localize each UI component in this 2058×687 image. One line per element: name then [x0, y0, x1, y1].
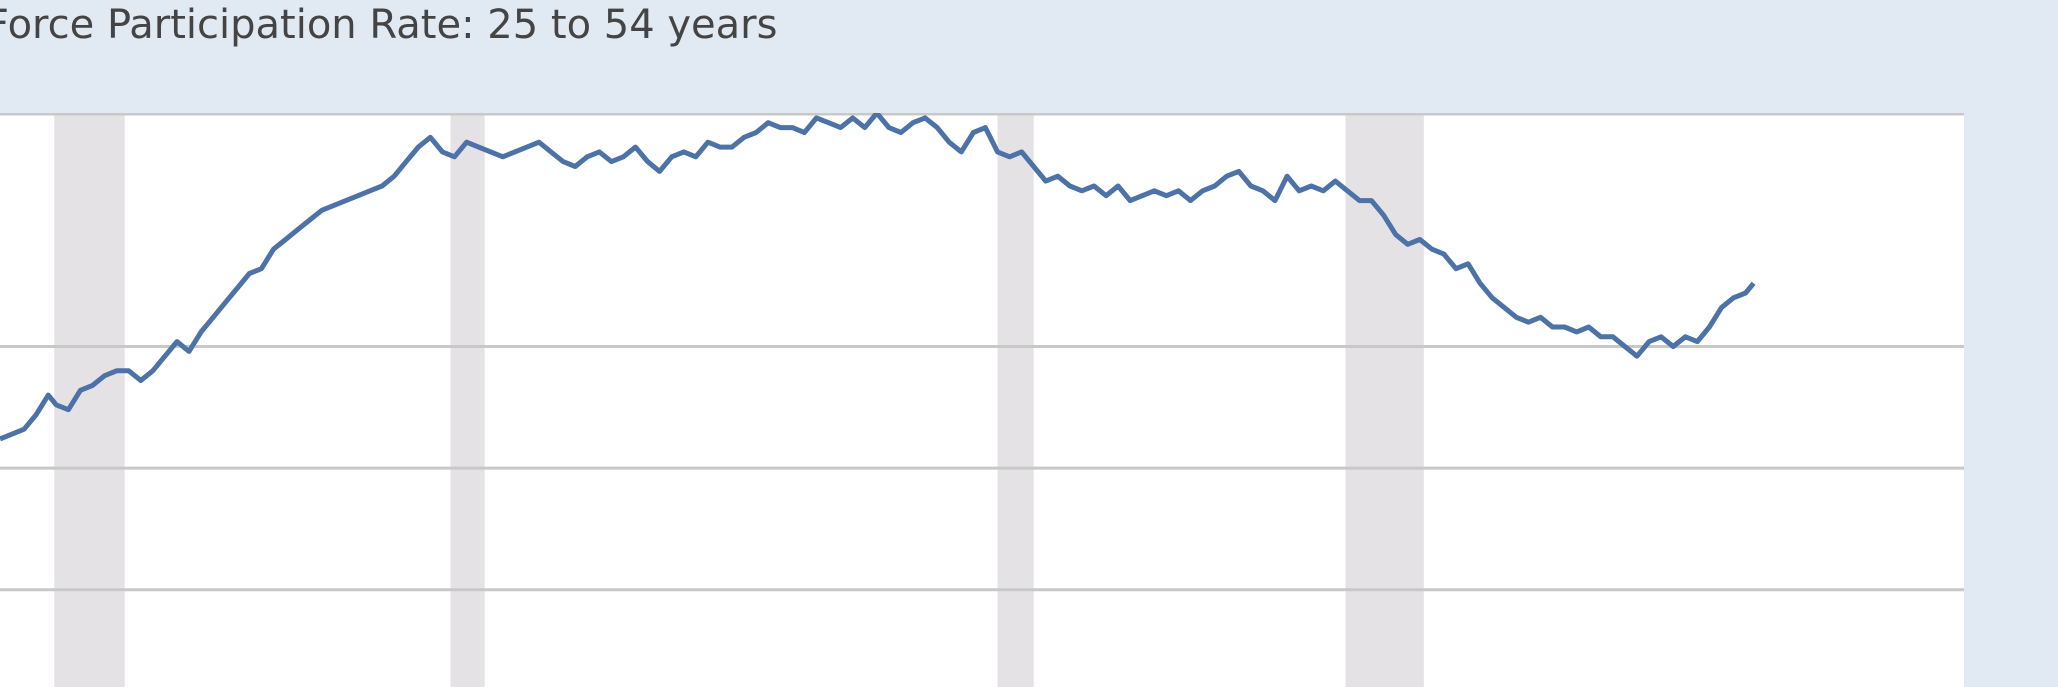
- plot-area: [0, 113, 1964, 687]
- recession-band: [54, 113, 125, 687]
- line-chart: [0, 113, 1964, 687]
- chart-title: Force Participation Rate: 25 to 54 years: [0, 2, 778, 48]
- recession-bands: [54, 113, 1424, 687]
- recession-band: [450, 113, 485, 687]
- recession-band: [1345, 113, 1424, 687]
- recession-band: [997, 113, 1034, 687]
- series-layer: [0, 113, 1756, 442]
- series-line: [0, 113, 1756, 442]
- grid-lines: [0, 113, 1964, 592]
